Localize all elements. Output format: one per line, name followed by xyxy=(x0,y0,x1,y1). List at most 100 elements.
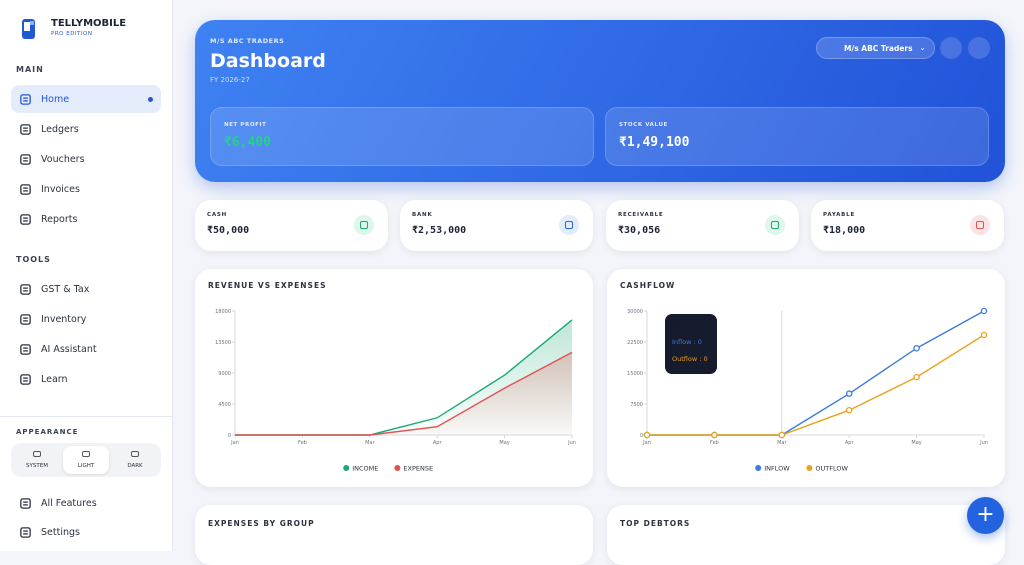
chart: CASHFLOW 0 7500 15000 22500 30000 Jan Feb Mar Apr… xyxy=(620,281,988,473)
x-tick-label: Jun xyxy=(979,440,988,446)
nav-item[interactable]: Reports xyxy=(11,205,161,233)
stat-icon xyxy=(970,215,990,235)
theme-icon xyxy=(131,451,139,457)
x-tick-label: Apr xyxy=(433,440,443,446)
point xyxy=(778,431,786,439)
nav-label: Reports xyxy=(41,213,78,225)
legend-swatch xyxy=(806,465,813,471)
area xyxy=(235,352,572,435)
nav-item[interactable]: Vouchers xyxy=(11,145,161,173)
x-tick-label: May xyxy=(499,440,509,446)
legend-swatch xyxy=(343,465,350,471)
panel-title: TOP DEBTORS xyxy=(620,519,691,528)
nav-item[interactable]: Home xyxy=(11,85,161,113)
stat-icon xyxy=(559,215,579,235)
stat-card: CASH ₹50,000 xyxy=(195,200,388,251)
point xyxy=(980,307,988,315)
nav-icon xyxy=(20,527,31,538)
sidebar: TELLYMOBILE PRO EDITION MAIN Home Ledgers… xyxy=(0,0,173,551)
nav-icon xyxy=(20,313,31,325)
stat-label: BANK xyxy=(412,212,433,218)
x-tick-label: Jan xyxy=(230,440,239,446)
tooltip-line: Inflow : 0 xyxy=(672,338,702,346)
chart: REVENUE VS EXPENSES 0 4500 9000 13500 18000 Ja… xyxy=(208,281,576,473)
theme-option[interactable]: SYSTEM xyxy=(14,446,60,474)
legend-label: INCOME xyxy=(352,465,378,473)
theme-icon xyxy=(82,451,90,457)
kpi-card: STOCK VALUE ₹1,49,100 xyxy=(605,107,989,166)
brand-logo xyxy=(22,19,35,39)
x-tick-label: Feb xyxy=(710,440,719,446)
stat-value: ₹18,000 xyxy=(823,225,866,236)
point xyxy=(913,373,920,381)
theme-option[interactable]: DARK xyxy=(112,446,158,474)
stat-value: ₹50,000 xyxy=(207,225,250,236)
company-switcher[interactable]: M/s ABC Traders ⌄ xyxy=(816,37,935,59)
divider xyxy=(0,416,172,417)
x-tick-label: Mar xyxy=(777,440,787,446)
nav-item[interactable]: All Features xyxy=(11,489,161,517)
nav-icon xyxy=(20,93,31,105)
stat-glyph xyxy=(360,221,368,229)
nav-item[interactable]: Inventory xyxy=(11,305,161,333)
chart-title: CASHFLOW xyxy=(620,281,675,290)
y-tick-label: 0 xyxy=(228,433,231,439)
y-tick-label: 7500 xyxy=(630,402,643,408)
stat-label: RECEIVABLE xyxy=(618,212,664,218)
cashflow-panel: CASHFLOW 0 7500 15000 22500 30000 Jan Feb Mar Apr… xyxy=(607,269,1005,487)
nav-icon xyxy=(20,183,31,195)
nav-label: All Features xyxy=(41,497,97,509)
notifications-button[interactable] xyxy=(940,37,962,59)
y-tick-label: 0 xyxy=(640,433,643,439)
kpi-value: ₹6,400 xyxy=(224,135,271,150)
stat-glyph xyxy=(976,221,984,229)
nav-label: Settings xyxy=(41,527,80,538)
stat-icon xyxy=(354,215,374,235)
stat-glyph xyxy=(771,221,779,229)
y-tick-label: 15000 xyxy=(627,371,643,377)
x-tick-label: Apr xyxy=(845,440,855,446)
nav-icon xyxy=(20,213,31,225)
nav-item[interactable]: GST & Tax xyxy=(11,275,161,303)
nav-label: Learn xyxy=(41,373,68,385)
nav-label: AI Assistant xyxy=(41,343,97,355)
add-button[interactable]: + xyxy=(967,497,1004,534)
theme-label: SYSTEM xyxy=(26,463,48,469)
nav-item[interactable]: Ledgers xyxy=(11,115,161,143)
kpi-card: NET PROFIT ₹6,400 xyxy=(210,107,594,166)
y-tick-label: 9000 xyxy=(218,371,231,377)
page-title: Dashboard xyxy=(210,50,326,72)
nav-item[interactable]: Settings xyxy=(11,519,161,547)
nav-item[interactable]: Invoices xyxy=(11,175,161,203)
nav-icon xyxy=(20,123,31,135)
legend-swatch xyxy=(394,465,401,471)
x-tick-label: Jan xyxy=(642,440,651,446)
theme-label: LIGHT xyxy=(77,463,95,469)
nav-item[interactable]: AI Assistant xyxy=(11,335,161,363)
point xyxy=(913,344,920,352)
nav-label: Home xyxy=(41,93,70,105)
y-tick-label: 22500 xyxy=(627,340,643,346)
y-tick-label: 18000 xyxy=(215,309,231,315)
brand-edition: PRO EDITION xyxy=(51,31,93,37)
line xyxy=(647,334,985,436)
stat-glyph xyxy=(565,221,573,229)
x-tick-label: May xyxy=(911,440,921,446)
nav-icon xyxy=(20,373,31,385)
nav-label: Inventory xyxy=(41,313,87,325)
nav-item[interactable]: Learn xyxy=(11,365,161,393)
tooltip-line: Outflow : 0 xyxy=(672,355,708,363)
nav-icon xyxy=(20,283,31,295)
point xyxy=(711,431,718,439)
nav-label: Ledgers xyxy=(41,123,79,135)
section-heading: MAIN xyxy=(16,65,44,74)
nav-label: GST & Tax xyxy=(41,283,90,295)
point xyxy=(845,406,853,414)
x-tick-label: Mar xyxy=(365,440,375,446)
theme-option[interactable]: LIGHT xyxy=(63,446,109,474)
theme-icon xyxy=(33,451,41,457)
brand-name: TELLYMOBILE xyxy=(51,18,127,29)
active-dot xyxy=(148,97,153,102)
stat-label: CASH xyxy=(207,212,228,218)
display-button[interactable] xyxy=(968,37,990,59)
